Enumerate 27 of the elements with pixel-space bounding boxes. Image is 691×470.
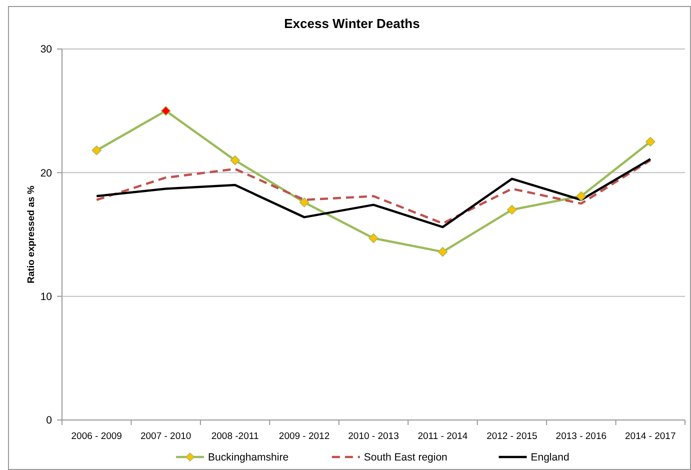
- legend-label: Buckinghamshire: [208, 452, 289, 464]
- y-tick-label: 20: [40, 167, 52, 180]
- point: [438, 246, 448, 257]
- point: [646, 136, 656, 147]
- x-tick-label: 2009 - 2012: [278, 431, 330, 442]
- x-tick-label: 2007 - 2010: [140, 431, 192, 442]
- legend-label: England: [530, 452, 570, 464]
- point: [299, 197, 310, 208]
- y-tick-label: 30: [40, 44, 52, 56]
- point: [92, 146, 102, 156]
- y-tick-label: 10: [40, 291, 52, 304]
- point: [576, 191, 586, 202]
- x-tick-label: 2011 - 2014: [418, 431, 468, 442]
- point: [368, 233, 378, 244]
- chart-title: Excess Winter Deaths: [284, 16, 420, 31]
- y-axis-title: Ratio expressed as %: [26, 185, 37, 284]
- y-tick-label: 0: [46, 414, 52, 427]
- point: [507, 204, 517, 215]
- x-tick-label: 2014 - 2017: [625, 431, 676, 442]
- x-tick-label: 2006 - 2009: [71, 431, 122, 442]
- legend-label: South East region: [364, 452, 448, 464]
- x-tick-label: 2010 - 2013: [348, 431, 399, 442]
- x-tick-label: 2008 -2011: [211, 431, 259, 442]
- x-tick-label: 2013 - 2016: [556, 431, 607, 442]
- point: [160, 106, 171, 116]
- point: [230, 155, 240, 166]
- x-tick-label: 2012 - 2015: [486, 431, 538, 442]
